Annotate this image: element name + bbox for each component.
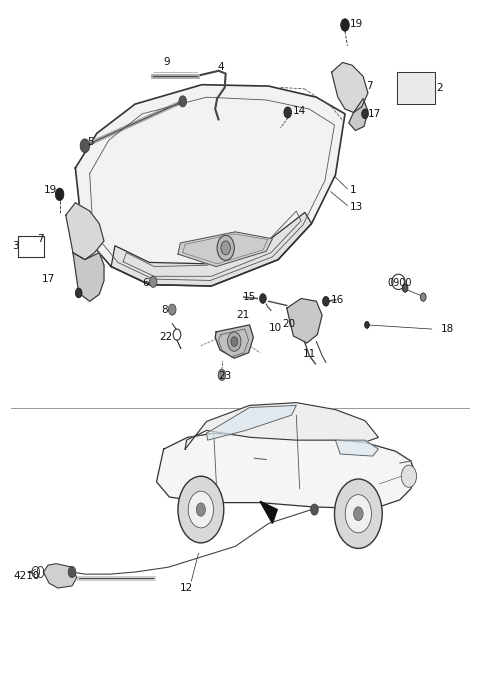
Circle shape (420, 293, 426, 301)
Text: 12: 12 (180, 583, 193, 593)
Text: 7: 7 (37, 233, 44, 244)
Polygon shape (349, 98, 368, 130)
Text: 21: 21 (237, 310, 250, 320)
Text: 8: 8 (162, 305, 168, 314)
Circle shape (168, 304, 176, 315)
Polygon shape (260, 501, 277, 523)
Circle shape (188, 491, 214, 528)
Polygon shape (215, 325, 253, 358)
Text: 17: 17 (368, 109, 381, 119)
Text: 15: 15 (242, 292, 256, 302)
Circle shape (335, 479, 382, 549)
Text: 3: 3 (12, 240, 19, 251)
Text: 18: 18 (441, 324, 454, 334)
Polygon shape (73, 253, 104, 301)
Polygon shape (178, 232, 273, 266)
Text: 19: 19 (43, 185, 57, 195)
Polygon shape (336, 440, 378, 456)
Polygon shape (66, 203, 104, 260)
Text: 7: 7 (366, 81, 373, 91)
Polygon shape (111, 213, 312, 286)
Text: 11: 11 (303, 349, 316, 359)
Text: 5: 5 (87, 137, 94, 146)
Circle shape (354, 507, 363, 521)
Text: 20: 20 (282, 319, 296, 328)
Polygon shape (206, 406, 296, 440)
Polygon shape (332, 63, 368, 112)
Text: 10: 10 (269, 323, 282, 332)
Text: 0900: 0900 (387, 277, 411, 288)
Text: 1: 1 (350, 185, 356, 195)
Text: 23: 23 (218, 372, 232, 381)
Text: 19: 19 (350, 19, 363, 29)
Circle shape (231, 337, 238, 346)
Circle shape (178, 476, 224, 543)
Polygon shape (75, 85, 345, 286)
Text: 22: 22 (159, 332, 172, 342)
Circle shape (364, 321, 369, 328)
Circle shape (80, 139, 90, 153)
Circle shape (196, 503, 205, 516)
Circle shape (179, 95, 187, 107)
Circle shape (221, 241, 230, 255)
Circle shape (260, 293, 266, 303)
Text: 14: 14 (292, 106, 306, 116)
Circle shape (311, 504, 318, 515)
Text: 4210: 4210 (13, 571, 40, 581)
Circle shape (75, 288, 82, 298)
Circle shape (149, 276, 157, 287)
Polygon shape (156, 434, 416, 508)
Polygon shape (396, 72, 435, 104)
Circle shape (68, 567, 76, 578)
Text: 6: 6 (143, 278, 149, 289)
Circle shape (345, 495, 372, 533)
Circle shape (284, 107, 291, 118)
Circle shape (217, 236, 234, 261)
Text: 2: 2 (437, 83, 443, 93)
Circle shape (401, 465, 417, 487)
Circle shape (323, 296, 329, 306)
Circle shape (402, 284, 408, 292)
Text: 9: 9 (164, 57, 170, 68)
Polygon shape (185, 403, 378, 449)
Text: 17: 17 (42, 274, 55, 284)
Polygon shape (287, 298, 322, 343)
Text: 16: 16 (331, 295, 344, 305)
Circle shape (341, 19, 349, 31)
Circle shape (362, 109, 368, 118)
Circle shape (55, 188, 64, 201)
Polygon shape (43, 564, 77, 588)
Text: 13: 13 (350, 202, 363, 212)
Text: 4: 4 (217, 61, 224, 72)
Circle shape (228, 332, 241, 351)
Circle shape (218, 369, 226, 381)
